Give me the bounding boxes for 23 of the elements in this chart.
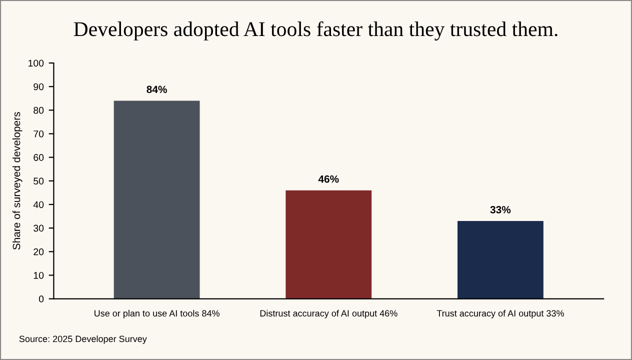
x-tick-label: Distrust accuracy of AI output 46% (260, 310, 398, 318)
y-tick-label: 40 (33, 201, 44, 208)
y-tick-label: 30 (34, 224, 44, 232)
y-tick-label: 100 (28, 60, 44, 67)
bar (286, 190, 372, 299)
chart-title: Developers adopted AI tools faster than they trusted them. (74, 21, 558, 40)
data-label: 84% (146, 86, 167, 94)
y-tick-label: 0 (38, 296, 44, 302)
y-tick-label: 50 (34, 178, 44, 185)
y-tick-label: 70 (34, 130, 44, 138)
y-tick-label: 20 (34, 248, 44, 256)
x-tick-label: Trust accuracy of AI output 33% (436, 310, 564, 318)
y-tick-label: 90 (34, 83, 44, 90)
y-axis-title: Share of surveyed developers (12, 112, 22, 250)
data-label: 33% (490, 206, 511, 214)
source-note: Source: 2025 Developer Survey (19, 335, 147, 344)
y-tick-label: 60 (34, 154, 44, 161)
bar (114, 100, 200, 299)
bar (458, 220, 544, 299)
x-tick-label: Use or plan to use AI tools 84% (94, 310, 220, 318)
y-tick-label: 80 (34, 106, 44, 114)
y-tick-label: 10 (34, 272, 44, 279)
data-label: 46% (318, 175, 339, 183)
